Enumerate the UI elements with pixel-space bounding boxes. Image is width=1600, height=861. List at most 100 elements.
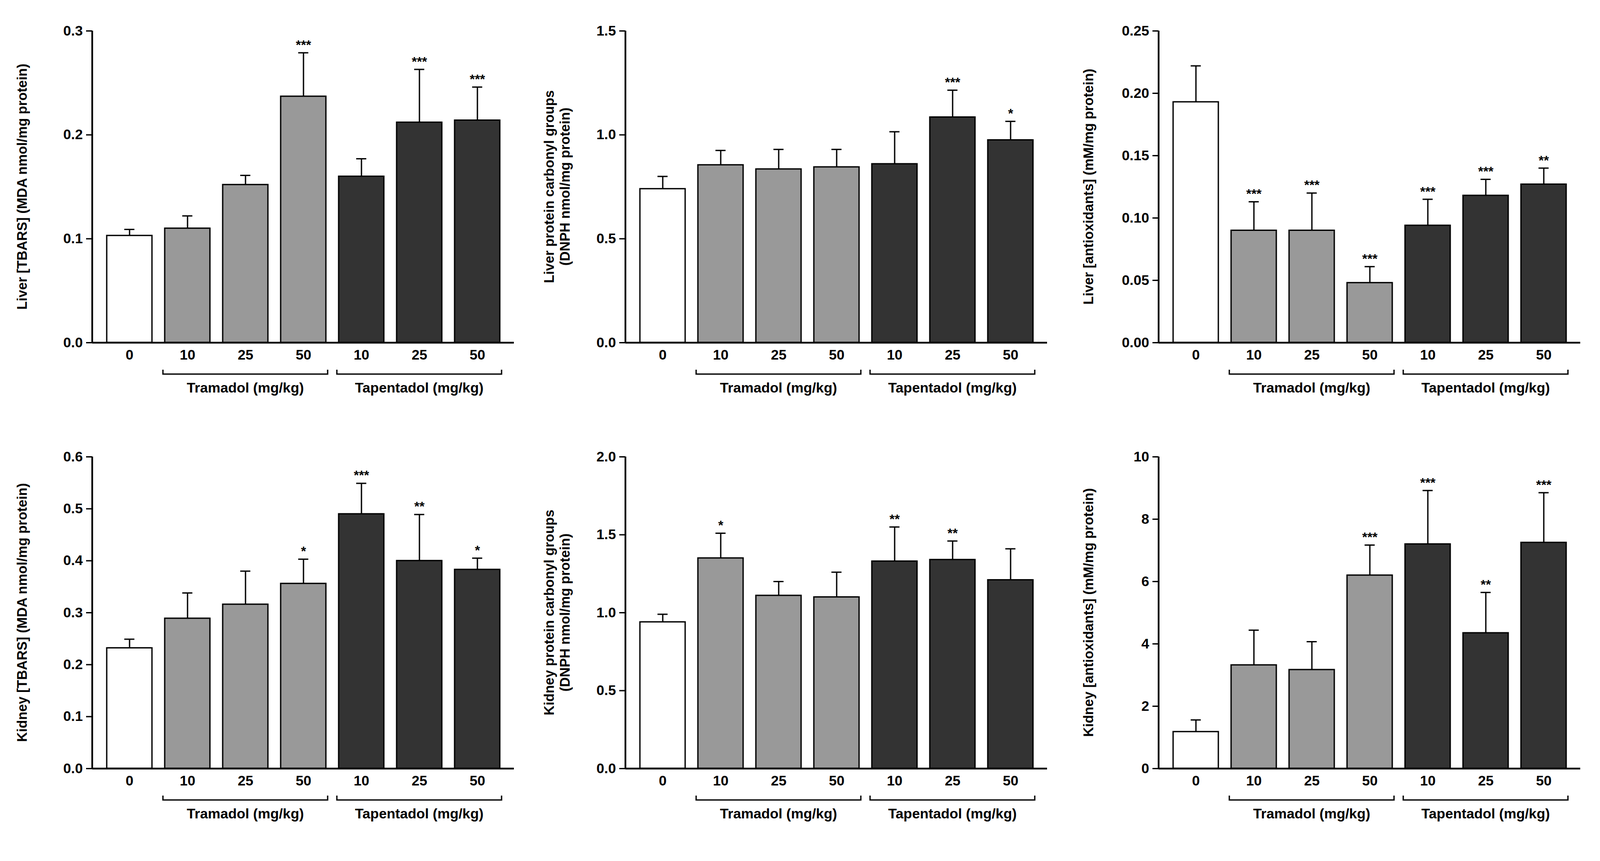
svg-text:0: 0 xyxy=(658,346,667,363)
svg-text:50: 50 xyxy=(1002,346,1019,363)
svg-text:50: 50 xyxy=(1535,772,1552,789)
svg-text:**: ** xyxy=(947,525,958,541)
svg-text:0: 0 xyxy=(125,772,134,789)
svg-text:6: 6 xyxy=(1141,573,1150,590)
svg-text:10: 10 xyxy=(353,772,370,789)
svg-text:***: *** xyxy=(1303,177,1320,192)
svg-text:0.5: 0.5 xyxy=(596,230,616,247)
svg-text:25: 25 xyxy=(237,346,254,363)
svg-text:10: 10 xyxy=(886,346,903,363)
svg-text:50: 50 xyxy=(1361,346,1378,363)
svg-text:50: 50 xyxy=(295,346,312,363)
svg-text:0: 0 xyxy=(658,772,667,789)
svg-text:*: * xyxy=(1007,105,1014,121)
svg-text:1.0: 1.0 xyxy=(596,126,616,143)
svg-text:0.00: 0.00 xyxy=(1121,334,1149,351)
svg-text:10: 10 xyxy=(712,772,729,789)
svg-text:10: 10 xyxy=(886,772,903,789)
svg-text:Kidney [TBARS] (MDA nmol/mg pr: Kidney [TBARS] (MDA nmol/mg protein) xyxy=(14,483,30,743)
svg-text:Liver [antioxidants] (mM/mg pr: Liver [antioxidants] (mM/mg protein) xyxy=(1080,68,1097,305)
svg-text:0: 0 xyxy=(1191,346,1200,363)
svg-text:10: 10 xyxy=(1419,772,1436,789)
svg-text:Tapentadol (mg/kg): Tapentadol (mg/kg) xyxy=(888,805,1017,822)
svg-text:0.6: 0.6 xyxy=(63,448,83,465)
svg-text:***: *** xyxy=(411,54,427,69)
svg-text:0.5: 0.5 xyxy=(63,500,83,517)
svg-text:10: 10 xyxy=(1246,346,1262,363)
svg-text:25: 25 xyxy=(1303,772,1320,789)
svg-text:0.10: 0.10 xyxy=(1121,209,1149,226)
svg-text:10: 10 xyxy=(1246,772,1262,789)
svg-text:0.2: 0.2 xyxy=(63,126,83,143)
svg-text:0.2: 0.2 xyxy=(63,656,83,673)
svg-text:Tramadol (mg/kg): Tramadol (mg/kg) xyxy=(719,379,838,396)
svg-text:10: 10 xyxy=(179,346,196,363)
svg-text:***: *** xyxy=(1246,186,1262,201)
svg-text:Tramadol (mg/kg): Tramadol (mg/kg) xyxy=(186,379,304,396)
svg-text:0.3: 0.3 xyxy=(63,604,83,621)
svg-text:0.0: 0.0 xyxy=(596,334,616,351)
svg-text:***: *** xyxy=(1361,251,1378,266)
svg-text:***: *** xyxy=(1535,477,1552,492)
svg-text:*: * xyxy=(300,543,307,559)
svg-text:25: 25 xyxy=(411,772,428,789)
svg-text:**: ** xyxy=(1480,577,1492,592)
svg-text:4: 4 xyxy=(1141,635,1150,652)
svg-text:Liver [TBARS] (MDA nmol/mg pro: Liver [TBARS] (MDA nmol/mg protein) xyxy=(14,63,30,310)
svg-text:Tapentadol (mg/kg): Tapentadol (mg/kg) xyxy=(354,379,484,396)
svg-text:2.0: 2.0 xyxy=(596,448,616,465)
svg-text:***: *** xyxy=(1361,529,1378,545)
svg-text:0: 0 xyxy=(1191,772,1200,789)
svg-text:0: 0 xyxy=(1141,760,1150,777)
svg-text:0: 0 xyxy=(125,346,134,363)
svg-text:***: *** xyxy=(944,74,961,90)
svg-text:1.5: 1.5 xyxy=(596,526,616,543)
svg-text:Tramadol (mg/kg): Tramadol (mg/kg) xyxy=(1253,379,1371,396)
svg-text:50: 50 xyxy=(828,346,845,363)
svg-text:1.0: 1.0 xyxy=(596,604,616,621)
svg-text:50: 50 xyxy=(469,346,486,363)
svg-text:25: 25 xyxy=(1477,772,1494,789)
svg-text:8: 8 xyxy=(1141,511,1150,528)
svg-text:0.25: 0.25 xyxy=(1121,22,1149,39)
svg-text:25: 25 xyxy=(770,772,787,789)
svg-text:Tapentadol (mg/kg): Tapentadol (mg/kg) xyxy=(888,379,1017,396)
svg-text:*: * xyxy=(718,517,724,533)
svg-text:**: ** xyxy=(889,511,900,527)
svg-text:Kidney protein carbonyl groups: Kidney protein carbonyl groups(DNPH nmol… xyxy=(541,509,573,716)
svg-text:**: ** xyxy=(414,498,425,514)
svg-text:10: 10 xyxy=(179,772,196,789)
svg-text:25: 25 xyxy=(944,346,961,363)
svg-text:Tapentadol (mg/kg): Tapentadol (mg/kg) xyxy=(1421,805,1550,822)
svg-text:50: 50 xyxy=(469,772,486,789)
svg-text:**: ** xyxy=(1538,152,1550,168)
svg-text:0.4: 0.4 xyxy=(63,552,84,569)
svg-text:*: * xyxy=(474,542,481,558)
svg-text:Tapentadol (mg/kg): Tapentadol (mg/kg) xyxy=(354,805,484,822)
svg-text:***: *** xyxy=(295,37,311,52)
svg-text:25: 25 xyxy=(770,346,787,363)
svg-text:Liver protein carbonyl groups(: Liver protein carbonyl groups(DNPH nmol/… xyxy=(541,90,573,283)
svg-text:***: *** xyxy=(1477,163,1494,179)
svg-text:50: 50 xyxy=(1002,772,1019,789)
svg-text:50: 50 xyxy=(1361,772,1378,789)
svg-text:25: 25 xyxy=(1477,346,1494,363)
svg-text:Kidney [antioxidants] (mM/mg p: Kidney [antioxidants] (mM/mg protein) xyxy=(1080,488,1097,738)
svg-text:50: 50 xyxy=(828,772,845,789)
svg-text:Tramadol (mg/kg): Tramadol (mg/kg) xyxy=(719,805,838,822)
svg-text:0.1: 0.1 xyxy=(63,708,83,725)
svg-text:50: 50 xyxy=(295,772,312,789)
svg-text:10: 10 xyxy=(712,346,729,363)
svg-text:25: 25 xyxy=(1303,346,1320,363)
svg-text:***: *** xyxy=(469,71,485,87)
svg-text:***: *** xyxy=(1419,184,1436,199)
svg-text:0.20: 0.20 xyxy=(1121,85,1149,102)
svg-text:Tramadol (mg/kg): Tramadol (mg/kg) xyxy=(1253,805,1371,822)
svg-text:0.0: 0.0 xyxy=(63,334,83,351)
svg-text:***: *** xyxy=(1419,475,1436,490)
svg-text:50: 50 xyxy=(1535,346,1552,363)
svg-text:10: 10 xyxy=(1419,346,1436,363)
svg-text:10: 10 xyxy=(1133,448,1150,465)
svg-text:Tramadol (mg/kg): Tramadol (mg/kg) xyxy=(186,805,304,822)
svg-text:0.3: 0.3 xyxy=(63,22,83,39)
